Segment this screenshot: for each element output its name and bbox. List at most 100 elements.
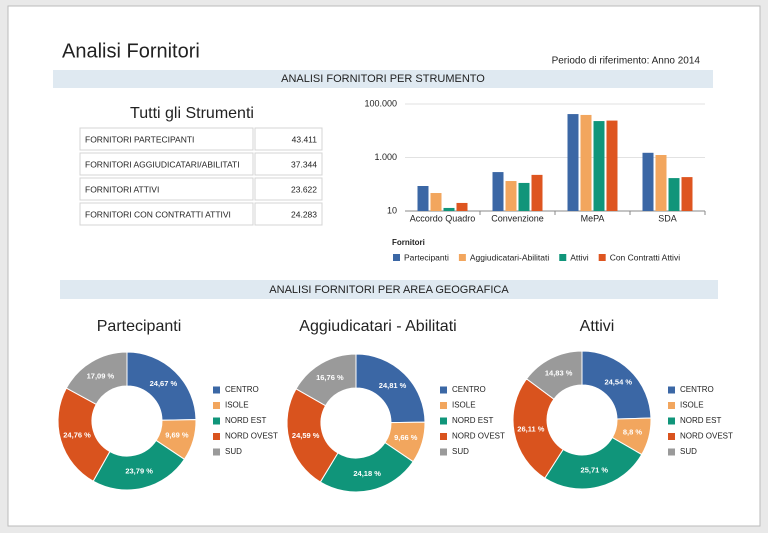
row-value: 37.344 — [291, 159, 317, 169]
legend-label: CENTRO — [452, 385, 486, 394]
legend-swatch — [213, 433, 220, 440]
slice-label: 8,8 % — [623, 428, 643, 437]
row-label: FORNITORI AGGIUDICATARI/ABILITATI — [85, 159, 240, 169]
donut-slice — [581, 350, 652, 420]
row-value: 23.622 — [291, 184, 317, 194]
slice-label: 24,59 % — [292, 431, 320, 440]
legend-swatch — [440, 402, 447, 409]
bar — [567, 114, 579, 211]
bar — [531, 174, 543, 211]
legend-swatch — [668, 386, 675, 394]
legend-label: SUD — [225, 447, 242, 456]
period: Periodo di riferimento: Anno 2014 — [552, 56, 701, 67]
legend-label: SUD — [452, 447, 469, 456]
legend-title: Fornitori — [392, 238, 425, 247]
legend-swatch — [213, 402, 220, 409]
table-cell — [254, 152, 323, 176]
legend-label: Aggiudicatari-Abilitati — [470, 252, 549, 262]
slice-label: 24,81 % — [379, 381, 407, 390]
legend-label: NORD EST — [452, 416, 493, 425]
row-label: FORNITORI PARTECIPANTI — [85, 134, 194, 144]
legend-label: NORD OVEST — [452, 432, 505, 441]
slice-label: 9,66 % — [394, 433, 418, 442]
legend-swatch — [668, 417, 675, 425]
legend-swatch — [440, 417, 447, 425]
slice-label: 23,79 % — [125, 467, 153, 476]
legend-swatch — [668, 433, 675, 440]
y-tick-label: 100.000 — [364, 98, 397, 108]
slice-label: 24,54 % — [604, 378, 632, 387]
bar — [456, 202, 468, 211]
bar — [642, 152, 654, 211]
x-tick-label: MePA — [581, 213, 605, 223]
table-cell — [79, 177, 254, 201]
table-title: Tutti gli Strumenti — [130, 105, 254, 122]
legend-swatch — [440, 433, 447, 440]
pie-title: Attivi — [580, 318, 615, 335]
row-value: 24.283 — [291, 209, 317, 219]
legend-label: NORD OVEST — [225, 432, 278, 441]
donut-slice — [65, 351, 128, 405]
y-tick-label: 10 — [387, 205, 397, 215]
row-label: FORNITORI ATTIVI — [85, 184, 159, 194]
page-title: Analisi Fornitori — [62, 40, 200, 62]
section-bar — [60, 280, 718, 299]
slice-label: 17,09 % — [87, 371, 115, 380]
legend-swatch — [213, 448, 220, 456]
legend-label: Partecipanti — [404, 252, 449, 262]
bar — [655, 155, 667, 211]
slice-label: 24,18 % — [353, 469, 381, 478]
slice-label: 25,71 % — [581, 466, 609, 475]
legend-swatch — [458, 254, 466, 261]
slice-label: 9,69 % — [165, 431, 189, 440]
legend-swatch — [668, 448, 675, 456]
legend-swatch — [213, 386, 220, 394]
legend-swatch — [213, 417, 220, 425]
row-value: 43.411 — [292, 134, 318, 144]
section-title: ANALISI FORNITORI PER STRUMENTO — [281, 73, 485, 85]
donut-slice — [295, 353, 357, 407]
bar — [606, 120, 618, 211]
bar — [593, 121, 605, 211]
table-cell — [254, 127, 323, 151]
slice-label: 26,11 % — [517, 424, 544, 433]
legend-swatch — [559, 254, 567, 261]
table-cell — [254, 202, 323, 226]
table-cell — [79, 152, 254, 176]
donut-slice — [544, 436, 643, 490]
section-title: ANALISI FORNITORI PER AREA GEOGRAFICA — [269, 284, 509, 296]
legend-label: ISOLE — [680, 401, 704, 410]
pie-title: Partecipanti — [97, 318, 182, 335]
legend-label: CENTRO — [680, 385, 714, 394]
bar — [492, 172, 504, 211]
bar — [668, 178, 680, 211]
pie-title: Aggiudicatari - Abilitati — [299, 318, 456, 335]
table-cell — [254, 177, 323, 201]
row-label: FORNITORI CON CONTRATTI ATTIVI — [85, 209, 231, 219]
slice-label: 24,76 % — [63, 430, 91, 439]
slice-label: 24,67 % — [150, 379, 178, 388]
bar — [518, 182, 530, 211]
bar — [430, 193, 442, 211]
legend-swatch — [668, 402, 675, 409]
slice-label: 14,83 % — [545, 369, 573, 378]
legend-label: ISOLE — [225, 401, 249, 410]
legend-label: ISOLE — [452, 401, 476, 410]
slice-label: 16,76 % — [316, 373, 344, 382]
legend-swatch — [440, 386, 447, 394]
donut-slice — [319, 441, 414, 493]
legend-label: NORD EST — [680, 416, 721, 425]
x-tick-label: Accordo Quadro — [410, 213, 476, 223]
bar — [417, 186, 429, 211]
bar — [580, 114, 592, 211]
legend-label: CENTRO — [225, 385, 259, 394]
legend-label: Con Contratti Attivi — [610, 252, 681, 262]
bar — [505, 181, 517, 211]
donut-slice — [286, 388, 339, 483]
table-cell — [79, 202, 254, 226]
y-tick-label: 1.000 — [374, 152, 397, 162]
donut-slice — [525, 350, 583, 400]
section-bar — [53, 70, 713, 88]
table-cell — [79, 127, 254, 151]
